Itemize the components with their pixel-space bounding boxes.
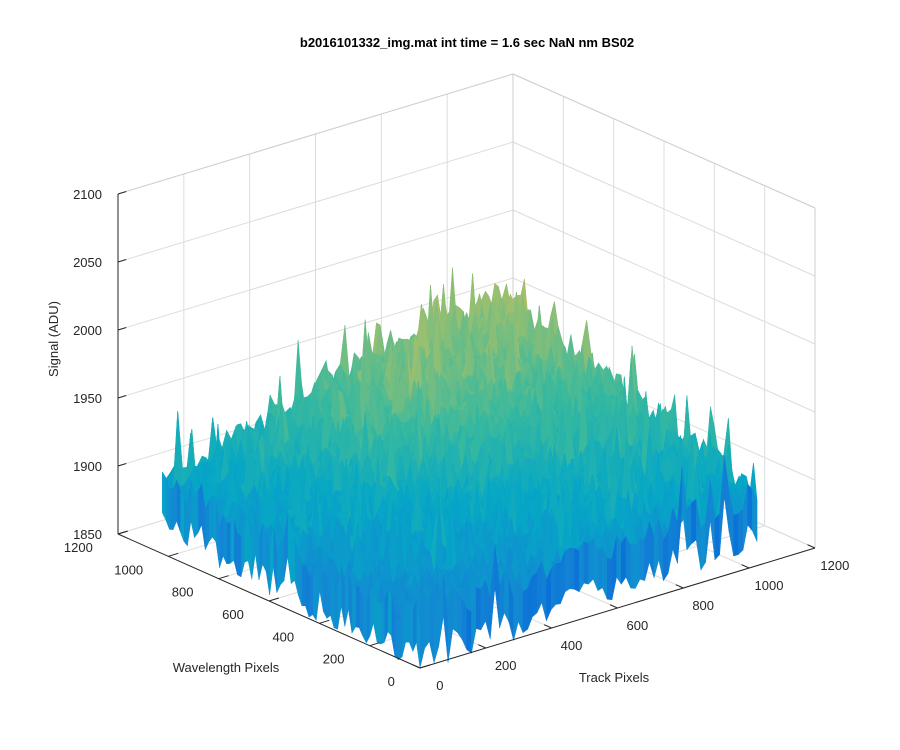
grid-line-wall-z-right xyxy=(512,209,816,345)
grid-line-wall-z-back xyxy=(117,277,514,399)
box-edge xyxy=(117,73,514,195)
grid-line-wall-z-back xyxy=(117,141,514,263)
grid-line-wall-z-right xyxy=(512,141,816,277)
grid-line-wall-z-back xyxy=(117,209,514,331)
grid-line-wall-z-right xyxy=(512,277,816,413)
box-edge xyxy=(512,73,816,209)
surface-layer xyxy=(162,267,758,668)
